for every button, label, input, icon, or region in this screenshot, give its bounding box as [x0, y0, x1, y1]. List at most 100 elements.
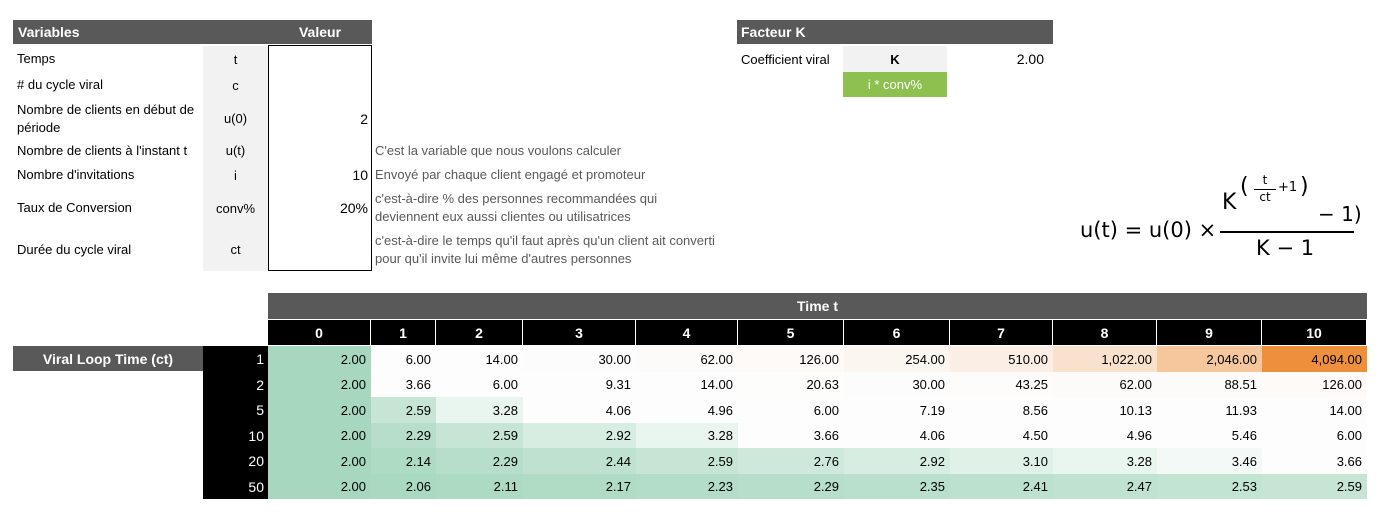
- variable-label: Temps: [17, 51, 56, 66]
- time-column-header: 4: [636, 320, 737, 345]
- table-cell: 2.00: [268, 372, 371, 397]
- table-cell: 2.23: [636, 474, 738, 499]
- k-factor-symbol: K: [843, 46, 947, 72]
- table-cell: 8.56: [950, 397, 1053, 423]
- viral-loop-time-label: Viral Loop Time (ct): [13, 346, 203, 371]
- formula-exp-plus: +1: [1278, 180, 1298, 195]
- viral-loop-time-row-header: 1: [203, 346, 268, 372]
- table-cell: 1,022.00: [1053, 346, 1157, 372]
- table-cell: 126.00: [738, 346, 844, 372]
- formula-exp-fraction-bar: [1254, 189, 1276, 190]
- time-column-header: 5: [738, 320, 843, 345]
- table-cell: 2.47: [1053, 474, 1157, 499]
- table-cell: 43.25: [950, 372, 1053, 397]
- table-cell: 2.35: [844, 474, 950, 499]
- table-cell: 3.46: [1157, 448, 1262, 474]
- table-cell: 510.00: [950, 346, 1053, 372]
- table-cell: 3.10: [950, 448, 1053, 474]
- table-cell: 2.59: [1262, 474, 1367, 499]
- variable-label: Durée du cycle viral: [17, 241, 132, 257]
- formula-exp-numerator: t: [1262, 173, 1268, 187]
- table-cell: 2.59: [636, 448, 738, 474]
- table-cell: 2.29: [738, 474, 844, 499]
- variable-value: [269, 139, 371, 162]
- table-cell: 2.29: [371, 423, 436, 448]
- table-cell: 9.31: [523, 372, 636, 397]
- table-cell: 6.00: [1262, 423, 1367, 448]
- variable-value: [269, 72, 371, 98]
- table-cell: 2.06: [371, 474, 436, 499]
- table-cell: 2.17: [523, 474, 636, 499]
- variable-note: Envoyé par chaque client engagé et promo…: [375, 167, 646, 182]
- k-factor-header: Facteur K: [737, 20, 947, 44]
- table-cell: 2.00: [268, 474, 371, 499]
- table-cell: 14.00: [1262, 397, 1367, 423]
- table-cell: 2.00: [268, 448, 371, 474]
- variable-symbol: ct: [203, 228, 268, 271]
- growth-formula: u(t) = u(0) × K ( t ct +1 ) − 1) K − 1: [1080, 170, 1370, 270]
- table-cell: 2.29: [436, 448, 523, 474]
- k-factor-value: 2.00: [1016, 51, 1044, 67]
- variable-symbol: t: [203, 46, 268, 72]
- table-cell: 3.28: [1053, 448, 1157, 474]
- table-cell: 2.59: [371, 397, 436, 423]
- table-cell: 30.00: [844, 372, 950, 397]
- formula-minus-one: − 1): [1318, 202, 1362, 226]
- table-cell: 30.00: [523, 346, 636, 372]
- table-cell: 62.00: [1053, 372, 1157, 397]
- variable-value: [269, 46, 371, 72]
- variable-note: c'est-à-dire % des personnes recommandée…: [375, 191, 658, 224]
- viral-loop-time-row-header: 50: [203, 474, 268, 499]
- table-cell: 2.00: [268, 423, 371, 448]
- table-cell: 2.41: [950, 474, 1053, 499]
- formula-exp-open-paren: (: [1240, 174, 1249, 199]
- formula-exp-close-paren: ): [1300, 174, 1309, 199]
- table-cell: 6.00: [371, 346, 436, 372]
- variable-note: c'est-à-dire le temps qu'il faut après q…: [375, 232, 715, 266]
- table-cell: 11.93: [1157, 397, 1262, 423]
- table-cell: 2,046.00: [1157, 346, 1262, 372]
- table-cell: 14.00: [636, 372, 738, 397]
- table-cell: 2.00: [268, 397, 371, 423]
- k-factor-label: Coefficient viral: [741, 52, 830, 67]
- time-column-header: 9: [1157, 320, 1261, 345]
- table-cell: 3.28: [436, 397, 523, 423]
- variable-symbol: c: [203, 72, 268, 98]
- variable-value: [269, 228, 371, 271]
- table-cell: 2.44: [523, 448, 636, 474]
- table-cell: 4.06: [523, 397, 636, 423]
- table-cell: 5.46: [1157, 423, 1262, 448]
- variable-label: Nombre d'invitations: [17, 167, 135, 182]
- time-column-header: 3: [523, 320, 635, 345]
- table-cell: 3.66: [1262, 448, 1367, 474]
- table-cell: 3.28: [636, 423, 738, 448]
- variable-note: C'est la variable que nous voulons calcu…: [375, 142, 622, 158]
- table-cell: 14.00: [436, 346, 523, 372]
- table-cell: 254.00: [844, 346, 950, 372]
- formula-lhs: u(t) = u(0) ×: [1080, 218, 1217, 242]
- formula-base: K: [1222, 190, 1237, 215]
- time-column-header: 0: [268, 320, 370, 345]
- variable-label: Nombre de clients à l'instant t: [17, 142, 188, 158]
- variable-symbol: i: [203, 162, 268, 188]
- formula-exp-denominator: ct: [1259, 190, 1271, 204]
- table-cell: 2.14: [371, 448, 436, 474]
- table-cell: 4.50: [950, 423, 1053, 448]
- table-cell: 4,094.00: [1262, 346, 1367, 372]
- table-cell: 2.76: [738, 448, 844, 474]
- variable-label: Taux de Conversion: [17, 200, 132, 215]
- table-cell: 6.00: [436, 372, 523, 397]
- table-cell: 2.00: [268, 346, 371, 372]
- variable-note: [375, 98, 715, 139]
- table-cell: 2.11: [436, 474, 523, 499]
- viral-loop-time-row-header: 2: [203, 372, 268, 397]
- formula-denominator: K − 1: [1256, 236, 1315, 260]
- k-factor-header-value-cell: [947, 20, 1053, 44]
- time-column-header: 6: [844, 320, 949, 345]
- table-cell: 6.00: [738, 397, 844, 423]
- table-cell: 4.96: [1053, 423, 1157, 448]
- value-column-box: [268, 45, 372, 271]
- table-cell: 2.92: [523, 423, 636, 448]
- time-column-header: 8: [1053, 320, 1156, 345]
- table-cell: 7.19: [844, 397, 950, 423]
